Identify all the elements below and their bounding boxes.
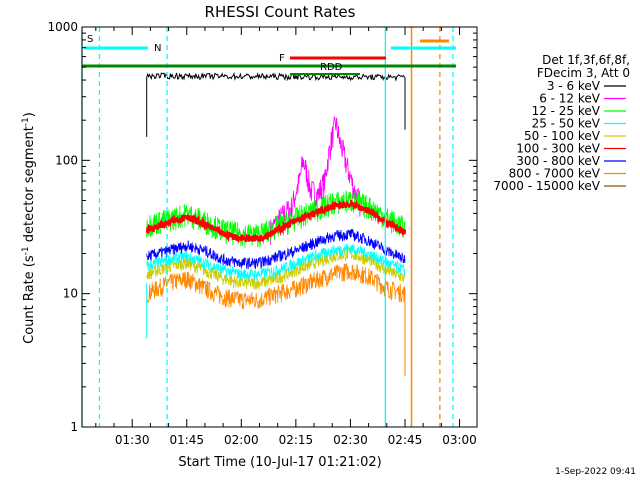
legend-label: 7000 - 15000 keV — [493, 179, 600, 193]
series-12-25-kev-trace — [146, 190, 406, 248]
legend-label: 3 - 6 keV — [547, 79, 601, 93]
series-800-7000-kev-trace — [146, 263, 406, 310]
y-axis-label-end: ) — [22, 112, 37, 117]
legend-label: 12 - 25 keV — [532, 104, 601, 118]
x-tick-label: 01:30 — [115, 433, 150, 447]
y-axis-label-main: Count Rate (s — [22, 255, 37, 344]
x-tick-label: 02:15 — [279, 433, 314, 447]
series-layer — [145, 71, 407, 377]
plot-frame — [81, 26, 478, 428]
legend-label: 6 - 12 keV — [539, 92, 601, 106]
y-tick-label: 10 — [63, 287, 78, 301]
series-25-50-kev-trace — [146, 243, 406, 281]
y-tick-label: 1 — [70, 420, 78, 434]
y-tick-label: 100 — [55, 153, 78, 167]
y-tick-label: 1000 — [47, 20, 78, 34]
legend-label: 100 - 300 keV — [516, 142, 600, 156]
x-tick-label: 02:45 — [388, 433, 423, 447]
series-3-6-kev-trace — [146, 71, 406, 137]
legend-header-line-1: Det 1f,3f,6f,8f, — [542, 53, 630, 67]
x-axis-label: Start Time (10-Jul-17 01:21:02) — [178, 455, 381, 470]
legend-label: 25 - 50 keV — [532, 117, 601, 131]
x-tick-label: 03:00 — [442, 433, 477, 447]
y-axis-label: Count Rate (s-1 detector segment-1) — [21, 112, 37, 344]
marker-layer — [81, 27, 454, 427]
series-300-800-kev-trace — [146, 229, 406, 270]
timestamp: 1-Sep-2022 09:41 — [555, 467, 636, 477]
flag-s-label: S — [87, 34, 93, 45]
legend-label: 50 - 100 keV — [524, 129, 601, 143]
legend-label: 800 - 7000 keV — [509, 167, 601, 181]
x-tick-label: 01:45 — [169, 433, 204, 447]
flag-rdd-label: RDD — [320, 62, 343, 73]
y-axis-label-mid: detector segment — [22, 126, 37, 246]
series-100-300-kev-trace — [145, 199, 407, 244]
y-axis: 1 10 100 1000 — [47, 20, 477, 434]
legend: Det 1f,3f,6f,8f, FDecim 3, Att 0 3 - 6 k… — [493, 53, 630, 193]
flag-n-label: N — [154, 43, 161, 54]
x-tick-label: 02:00 — [224, 433, 259, 447]
legend-header-line-2: FDecim 3, Att 0 — [537, 66, 630, 80]
x-axis: 01:30 01:45 02:00 02:15 02:30 02:45 03:00 — [95, 27, 477, 447]
chart-title: RHESSI Count Rates — [205, 3, 356, 21]
flag-f-label: F — [279, 53, 285, 64]
y-axis-label-exp1: -1 — [21, 246, 31, 255]
legend-label: 300 - 800 keV — [516, 154, 600, 168]
flag-layer: S N F RDD — [82, 34, 456, 75]
x-tick-label: 02:30 — [333, 433, 368, 447]
y-axis-label-exp2: -1 — [21, 117, 31, 126]
